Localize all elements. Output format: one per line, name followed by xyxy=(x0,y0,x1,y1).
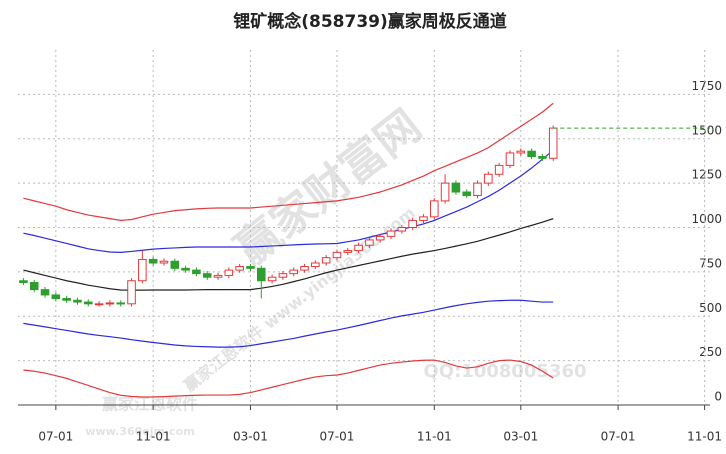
candle-body xyxy=(51,294,61,300)
candle-body xyxy=(473,182,482,197)
y-tick-label: 250 xyxy=(699,345,722,359)
x-tick-label: 03-01 xyxy=(503,430,538,444)
candle-body xyxy=(256,267,266,282)
watermark: 赢家江恩软件 xyxy=(102,395,198,414)
candle-body xyxy=(170,260,180,269)
channel-line xyxy=(23,299,554,348)
y-tick-label: 1500 xyxy=(691,123,722,137)
x-tick-label: 07-01 xyxy=(601,430,636,444)
candle-body xyxy=(429,200,439,218)
y-tick-label: 1000 xyxy=(691,212,722,226)
candle-body xyxy=(386,230,396,237)
channel-line xyxy=(23,102,554,222)
candle-body xyxy=(365,239,374,246)
candle-body xyxy=(494,164,504,175)
watermark: www.360ejm.com xyxy=(85,425,194,438)
candle-body xyxy=(321,257,331,264)
x-tick-label: 11-01 xyxy=(417,430,452,444)
candle-body xyxy=(127,280,136,305)
candle-body xyxy=(343,250,353,253)
candle-body xyxy=(116,302,126,305)
x-tick-label: 07-01 xyxy=(38,430,73,444)
candle-body xyxy=(202,273,212,278)
candle-body xyxy=(332,251,342,259)
candle-body xyxy=(397,227,407,232)
candle-body xyxy=(246,266,255,269)
candle-body xyxy=(40,289,50,296)
candle-body xyxy=(516,150,526,154)
candle-body xyxy=(19,280,28,284)
candle-body xyxy=(548,127,558,159)
channel-line xyxy=(23,359,554,398)
candle-body xyxy=(505,152,515,166)
channel-line xyxy=(23,218,554,291)
watermark: QQ:1008005360 xyxy=(423,361,586,382)
candle-body xyxy=(213,274,223,278)
y-tick-label: 0 xyxy=(714,390,722,404)
candle-body xyxy=(159,260,169,264)
candle-body xyxy=(29,282,39,291)
candle-body xyxy=(527,150,536,158)
watermark: 赢家财富网 xyxy=(226,100,431,276)
candle-body xyxy=(419,216,428,221)
y-tick-label: 1250 xyxy=(691,168,722,182)
y-tick-label: 1750 xyxy=(691,79,722,93)
candle-body xyxy=(267,276,277,282)
candle-body xyxy=(278,273,288,278)
candle-body xyxy=(408,219,417,228)
candle-body xyxy=(224,269,234,276)
x-tick-label: 07-01 xyxy=(320,430,355,444)
candle-body xyxy=(440,182,450,202)
candle-body xyxy=(311,262,320,268)
x-tick-label: 03-01 xyxy=(233,430,268,444)
candle-body xyxy=(354,244,363,252)
candle-body xyxy=(62,298,71,301)
candle-body xyxy=(83,301,93,305)
candle-body xyxy=(138,258,147,282)
y-tick-label: 500 xyxy=(699,301,722,315)
candle-body xyxy=(538,156,547,159)
x-tick-label: 11-01 xyxy=(136,430,171,444)
channel-line xyxy=(23,149,554,253)
chart-title: 锂矿概念(858739)赢家周极反通道 xyxy=(233,11,507,32)
candle-body xyxy=(289,269,299,275)
x-tick-label: 11-01 xyxy=(687,430,722,444)
candle-body xyxy=(94,303,104,306)
candle-body xyxy=(192,269,201,275)
candle-body xyxy=(375,235,385,241)
candle-body xyxy=(462,191,472,197)
candle-body xyxy=(148,258,158,264)
candle-body xyxy=(105,302,115,305)
candle-body xyxy=(484,173,493,184)
y-tick-label: 750 xyxy=(699,256,722,270)
candle-body xyxy=(451,182,461,193)
candle-body xyxy=(235,266,244,271)
candle-body xyxy=(73,299,82,303)
candle-body xyxy=(300,266,309,271)
candle-body xyxy=(181,267,190,271)
